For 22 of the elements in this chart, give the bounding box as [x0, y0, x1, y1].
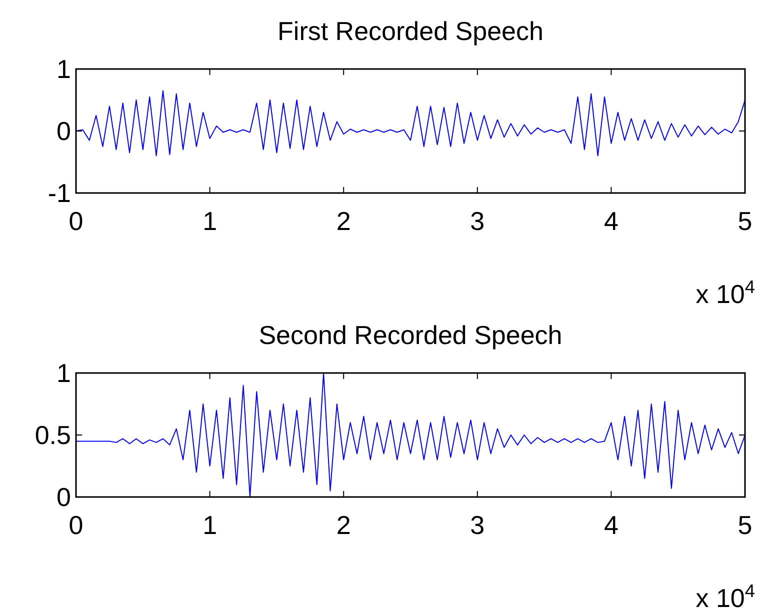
y-tick-label: 0 — [56, 482, 71, 512]
text: x 10$^{4}$ — [696, 277, 755, 309]
x-tick-label: 5 — [738, 510, 752, 540]
y-tick-label: 0 — [56, 116, 71, 146]
x-tick-label: 4 — [604, 510, 618, 540]
x-tick-label: 3 — [470, 206, 485, 236]
y-tick-label: 1 — [56, 54, 71, 84]
y-tick-label: 0.5 — [34, 420, 71, 450]
text: x 10$^{4}$ — [696, 581, 755, 613]
x-tick-label: 2 — [336, 206, 351, 236]
chart-title: Second Recorded Speech — [258, 320, 562, 350]
x-tick-label: 3 — [470, 510, 485, 540]
x-tick-label: 5 — [738, 206, 752, 236]
line-series — [76, 90, 746, 156]
y-tick-label: -1 — [48, 178, 71, 208]
y-tick-label: 1 — [56, 358, 71, 388]
chart-title: First Recorded Speech — [278, 16, 544, 46]
x-tick-label: 4 — [604, 206, 618, 236]
x-tick-label: 1 — [202, 206, 218, 236]
x-tick-label: 2 — [336, 510, 351, 540]
x-tick-label: 1 — [202, 510, 218, 540]
line-series — [76, 372, 746, 498]
